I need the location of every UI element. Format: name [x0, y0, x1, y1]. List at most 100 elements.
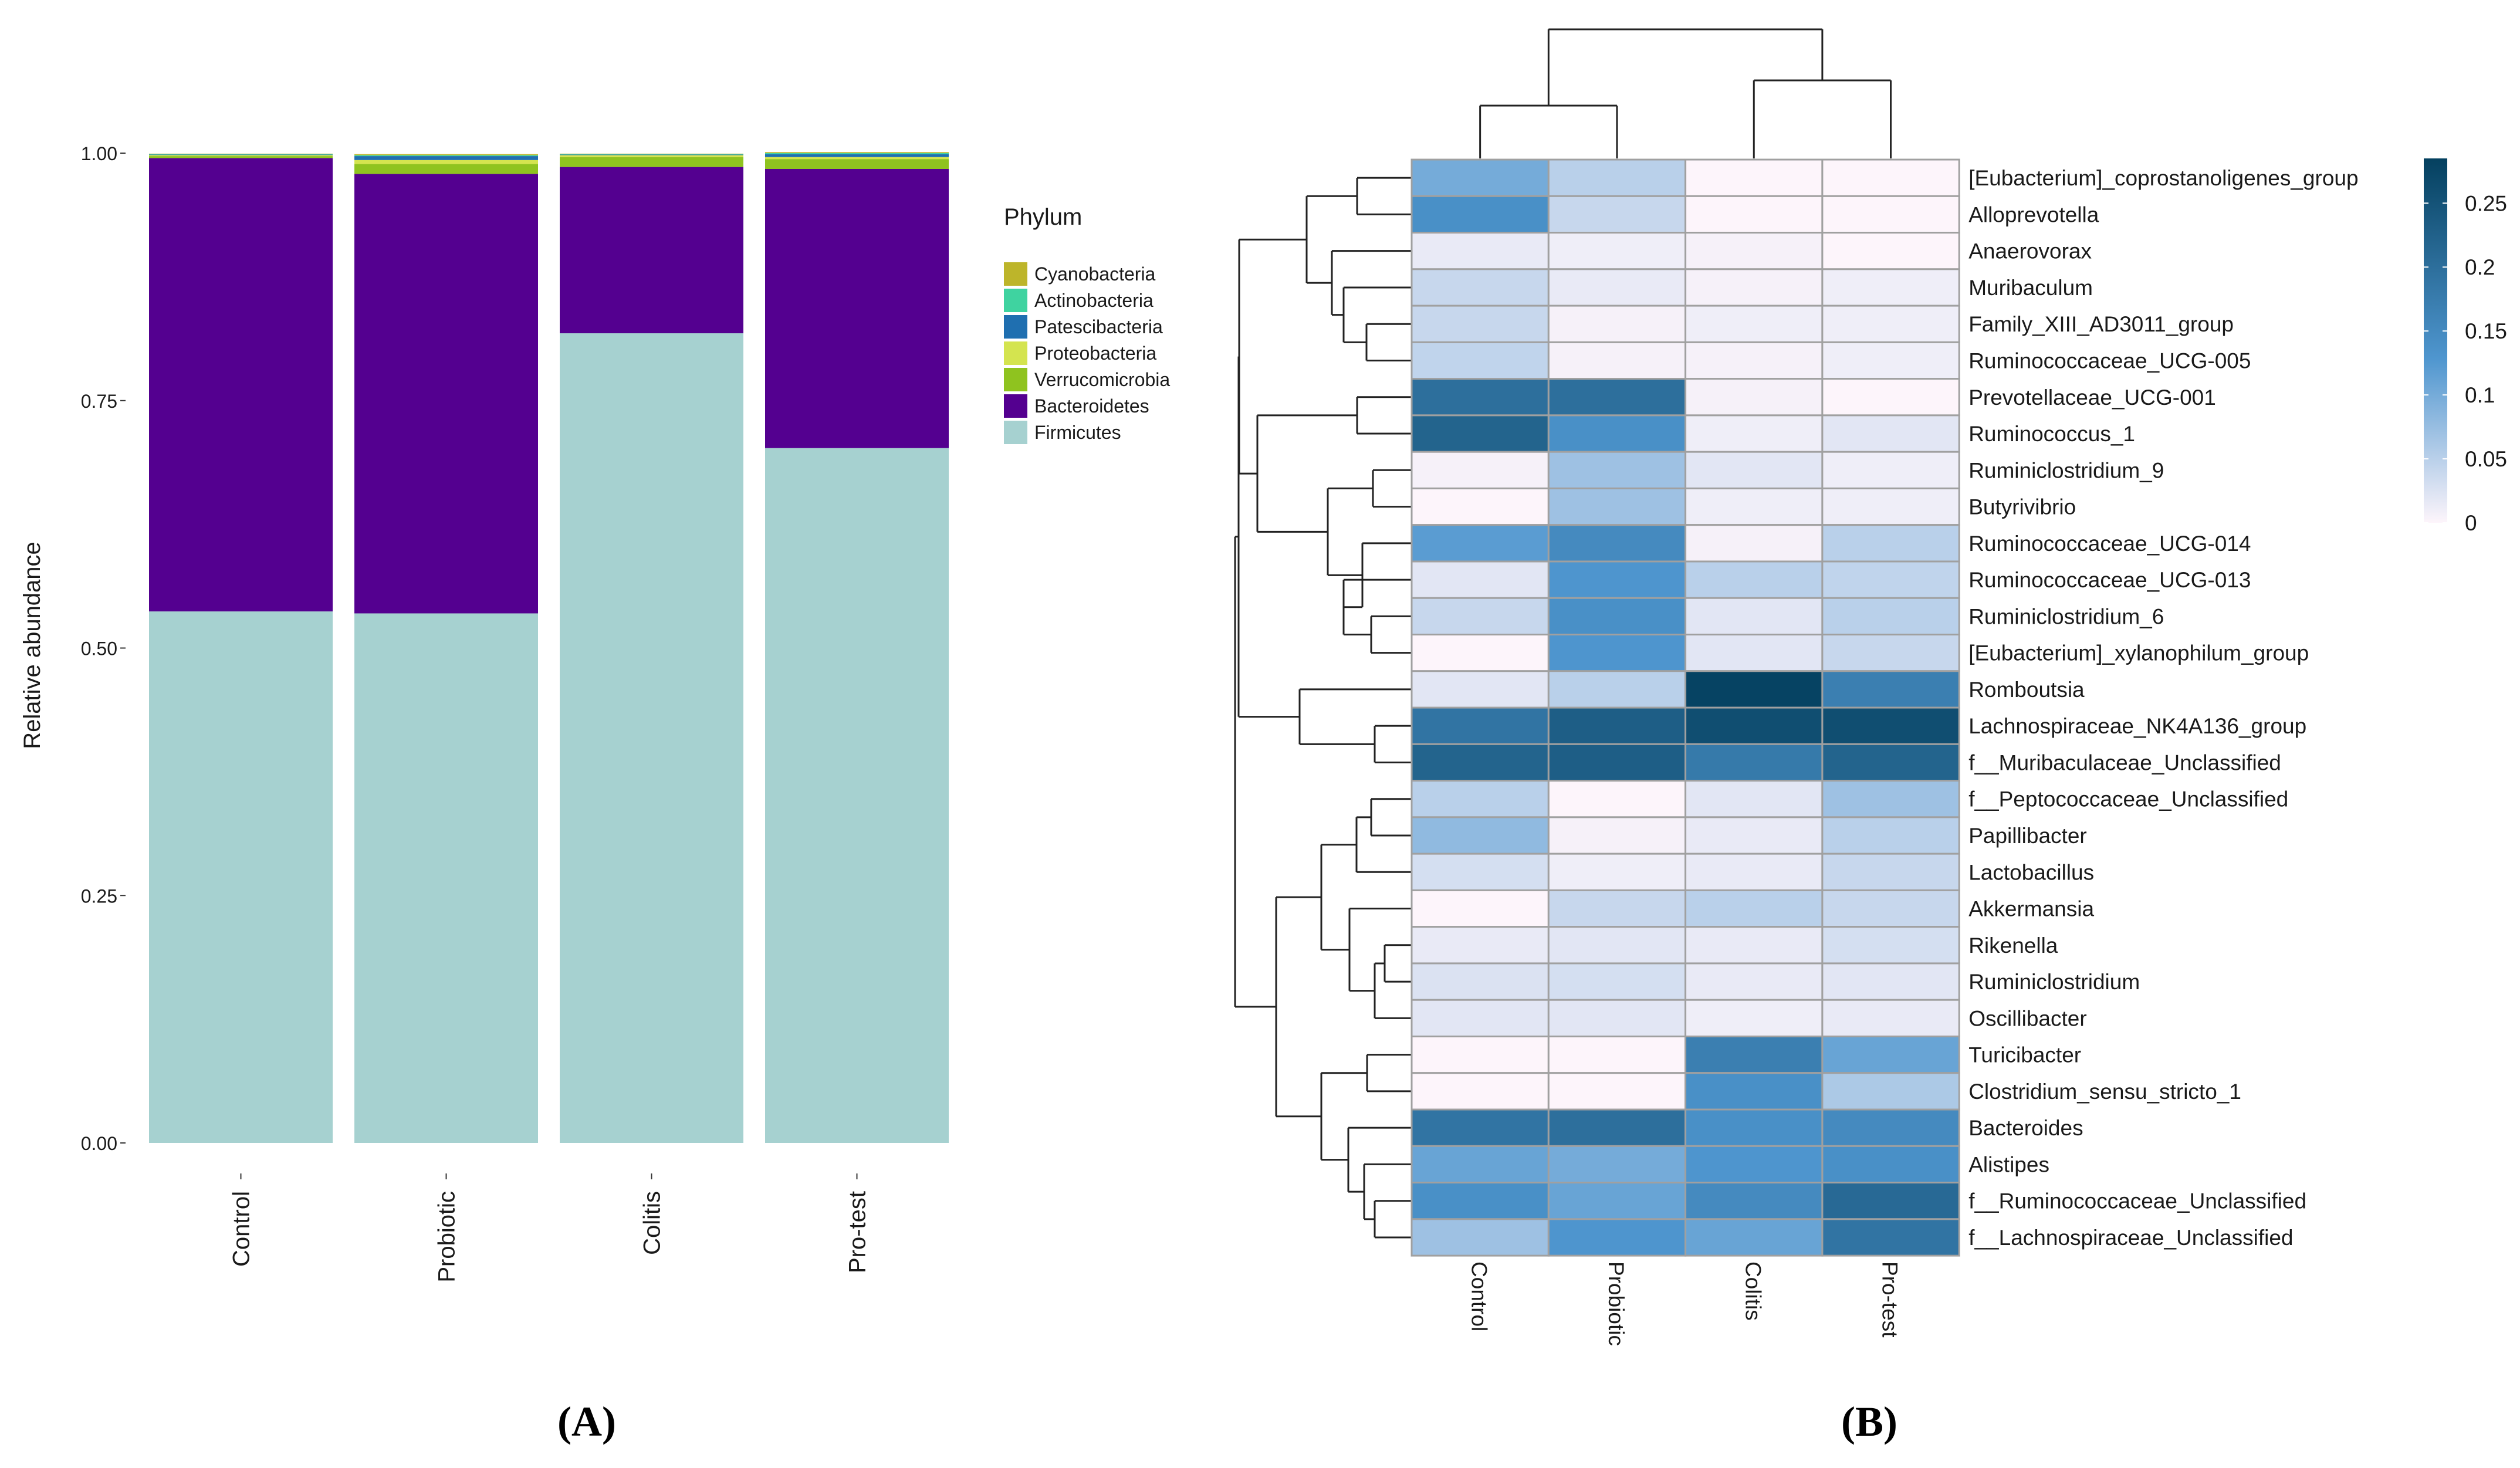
colorbar-tick-label-0-25: 0.25 — [2465, 191, 2507, 215]
row-label-f-ruminococcaceae-unclassified: f__Ruminococcaceae_Unclassified — [1968, 1189, 2306, 1213]
bar-probiotic-cyanobacteria — [354, 154, 538, 155]
heat-cell-family-xiii-ad3011-group-colitis — [1684, 305, 1824, 343]
heat-cell-romboutsia-colitis — [1684, 670, 1824, 709]
heat-cell-bacteroides-probiotic — [1547, 1108, 1687, 1147]
row-label-bacteroides: Bacteroides — [1968, 1116, 2083, 1140]
heat-cell-clostridium-sensu-stricto-1-colitis — [1684, 1072, 1824, 1111]
row-label-ruminiclostridium-9: Ruminiclostridium_9 — [1968, 458, 2164, 482]
heat-cell-ruminococcus-1-control — [1410, 414, 1550, 453]
bar-colitis-verrucomicrobia — [560, 157, 743, 167]
row-label-oscillibacter: Oscillibacter — [1968, 1006, 2087, 1030]
heat-cell-ruminococcaceae-ucg-013-colitis — [1684, 560, 1824, 599]
heat-cell-romboutsia-pro-test — [1821, 670, 1960, 709]
heat-cell-eubacterium-coprostanoligenes-group-control — [1410, 158, 1550, 197]
colorbar-tick-label-0-15: 0.15 — [2465, 319, 2507, 343]
heat-cell-muribaculum-colitis — [1684, 268, 1824, 307]
heat-cell-romboutsia-control — [1410, 670, 1550, 709]
phylum-legend: Phylum Cyanobacteria Actinobacteria Patesc… — [1004, 204, 1170, 444]
heat-cell-f-lachnospiraceae-unclassified-probiotic — [1547, 1218, 1687, 1257]
heat-cell-oscillibacter-colitis — [1684, 999, 1824, 1037]
heat-cell-rikenella-control — [1410, 926, 1550, 965]
heat-cell-ruminiclostridium-probiotic — [1547, 962, 1687, 1001]
colorbar-gradient — [2424, 158, 2447, 523]
heat-cell-akkermansia-control — [1410, 889, 1550, 928]
heat-cell-rikenella-probiotic — [1547, 926, 1687, 965]
heat-cell-prevotellaceae-ucg-001-control — [1410, 378, 1550, 417]
heat-cell-turicibacter-probiotic — [1547, 1035, 1687, 1074]
heat-cell-lachnospiraceae-nk4a136-group-control — [1410, 706, 1550, 745]
legend-swatch-actinobacteria — [1004, 289, 1027, 312]
heat-cell-alloprevotella-pro-test — [1821, 195, 1960, 234]
heat-cell-alloprevotella-colitis — [1684, 195, 1824, 234]
heat-cell-papillibacter-probiotic — [1547, 816, 1687, 855]
heat-cell-muribaculum-pro-test — [1821, 268, 1960, 307]
x-tick-label-control: Control — [229, 1191, 255, 1267]
column-label-control: Control — [1467, 1261, 1491, 1331]
heat-cell-lactobacillus-control — [1410, 853, 1550, 891]
heat-cell-lachnospiraceae-nk4a136-group-probiotic — [1547, 706, 1687, 745]
legend-swatch-cyanobacteria — [1004, 262, 1027, 286]
heat-cell-alloprevotella-control — [1410, 195, 1550, 234]
bar-control-firmicutes — [149, 611, 333, 1143]
row-label-ruminococcaceae-ucg-014: Ruminococcaceae_UCG-014 — [1968, 532, 2251, 556]
heat-cell-ruminiclostridium-9-colitis — [1684, 451, 1824, 489]
heat-cell-f-peptococcaceae-unclassified-colitis — [1684, 780, 1824, 818]
bar-control-proteobacteria — [149, 155, 333, 157]
heat-cell-oscillibacter-probiotic — [1547, 999, 1687, 1037]
heat-cell-f-ruminococcaceae-unclassified-control — [1410, 1182, 1550, 1220]
heat-cell-papillibacter-control — [1410, 816, 1550, 855]
heat-cell-akkermansia-pro-test — [1821, 889, 1960, 928]
heat-cell-family-xiii-ad3011-group-control — [1410, 305, 1550, 343]
heat-cell-ruminiclostridium-9-probiotic — [1547, 451, 1687, 489]
bar-probiotic-bacteroidetes — [354, 174, 538, 614]
heat-cell-ruminococcaceae-ucg-014-probiotic — [1547, 524, 1687, 563]
heat-cell-f-peptococcaceae-unclassified-probiotic — [1547, 780, 1687, 818]
column-label-probiotic: Probiotic — [1604, 1261, 1628, 1346]
heat-cell-papillibacter-colitis — [1684, 816, 1824, 855]
heat-cell-f-peptococcaceae-unclassified-pro-test — [1821, 780, 1960, 818]
row-dendrogram — [1234, 177, 1412, 1239]
row-label-eubacterium-coprostanoligenes-group: [Eubacterium]_coprostanoligenes_group — [1968, 166, 2358, 190]
heat-cell-eubacterium-coprostanoligenes-group-probiotic — [1547, 158, 1687, 197]
row-label-family-xiii-ad3011-group: Family_XIII_AD3011_group — [1968, 312, 2234, 336]
heat-cell-ruminiclostridium-6-control — [1410, 597, 1550, 636]
row-label-lactobacillus: Lactobacillus — [1968, 860, 2094, 884]
heat-cell-anaerovorax-colitis — [1684, 232, 1824, 270]
heat-cell-bacteroides-control — [1410, 1108, 1550, 1147]
row-label-f-lachnospiraceae-unclassified: f__Lachnospiraceae_Unclassified — [1968, 1226, 2293, 1250]
column-dendrogram — [1479, 28, 1892, 158]
heat-cell-prevotellaceae-ucg-001-pro-test — [1821, 378, 1960, 417]
heat-cell-ruminococcus-1-pro-test — [1821, 414, 1960, 453]
bar-pro-test-verrucomicrobia — [765, 159, 949, 169]
legend-swatch-proteobacteria — [1004, 341, 1027, 365]
heat-cell-f-muribaculaceae-unclassified-pro-test — [1821, 743, 1960, 782]
heat-cell-clostridium-sensu-stricto-1-control — [1410, 1072, 1550, 1111]
bar-stacks — [149, 152, 949, 1144]
legend-label-firmicutes: Firmicutes — [1034, 422, 1121, 443]
heat-cell-ruminococcaceae-ucg-014-pro-test — [1821, 524, 1960, 563]
heat-cell-clostridium-sensu-stricto-1-probiotic — [1547, 1072, 1687, 1111]
heat-cell-f-lachnospiraceae-unclassified-control — [1410, 1218, 1550, 1257]
heatmap-colorbar: 0 0.05 0.1 0.15 0.2 0.25 — [2424, 158, 2507, 535]
heat-cell-ruminococcaceae-ucg-005-control — [1410, 341, 1550, 380]
heat-cell-bacteroides-pro-test — [1821, 1108, 1960, 1147]
heat-cell-ruminococcaceae-ucg-013-probiotic — [1547, 560, 1687, 599]
heat-cell-eubacterium-xylanophilum-group-probiotic — [1547, 634, 1687, 672]
heat-cell-rikenella-colitis — [1684, 926, 1824, 965]
heatmap-cells — [1410, 158, 1960, 1257]
heat-cell-clostridium-sensu-stricto-1-pro-test — [1821, 1072, 1960, 1111]
heat-cell-akkermansia-probiotic — [1547, 889, 1687, 928]
heat-cell-f-muribaculaceae-unclassified-probiotic — [1547, 743, 1687, 782]
heat-cell-alistipes-pro-test — [1821, 1145, 1960, 1184]
heat-cell-ruminococcaceae-ucg-005-probiotic — [1547, 341, 1687, 380]
legend-swatch-bacteroidetes — [1004, 394, 1027, 418]
heat-cell-eubacterium-xylanophilum-group-pro-test — [1821, 634, 1960, 672]
heat-cell-eubacterium-xylanophilum-group-colitis — [1684, 634, 1824, 672]
heat-cell-f-ruminococcaceae-unclassified-probiotic — [1547, 1182, 1687, 1220]
heat-cell-ruminiclostridium-6-pro-test — [1821, 597, 1960, 636]
heat-cell-lachnospiraceae-nk4a136-group-pro-test — [1821, 706, 1960, 745]
heat-cell-rikenella-pro-test — [1821, 926, 1960, 965]
bar-pro-test-proteobacteria — [765, 157, 949, 160]
bar-y-axis: 0.00 0.25 0.50 0.75 1.00 — [81, 143, 126, 1154]
